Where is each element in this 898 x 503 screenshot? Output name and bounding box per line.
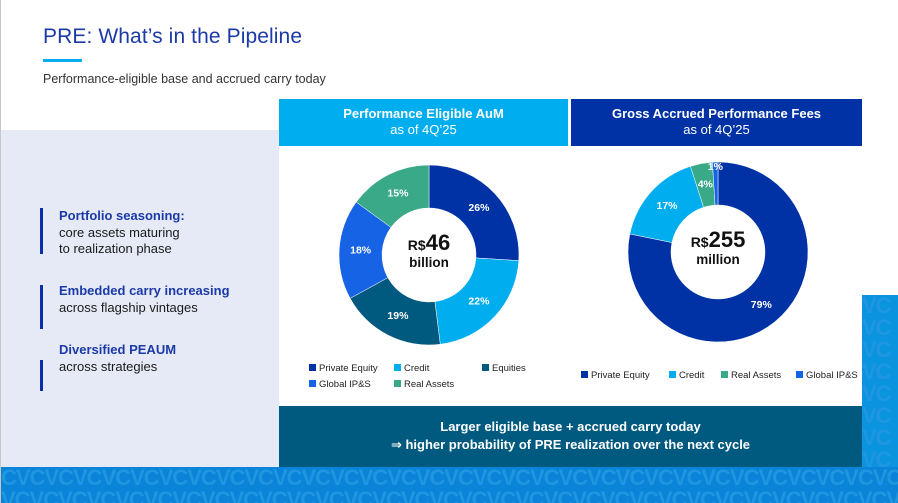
chart-title: Performance Eligible AuM <box>343 106 504 121</box>
key-point-heading: Embedded carry increasing <box>59 283 230 298</box>
legend-label: Real Assets <box>731 370 782 381</box>
slice-data-label: 26% <box>468 202 490 214</box>
donut-slice-real-assets <box>355 164 430 228</box>
legend-swatch <box>721 371 728 378</box>
conclusion-callout: Larger eligible base + accrued carry tod… <box>279 406 862 467</box>
legend-item-credit: Credit <box>394 363 429 374</box>
legend-item-real-assets: Real Assets <box>394 379 454 390</box>
accent-bar <box>40 360 43 391</box>
legend-label: Global IP&S <box>319 379 371 390</box>
center-value: 255 <box>708 227 746 252</box>
slice-data-label: 19% <box>387 310 409 322</box>
slide-title: PRE: What’s in the Pipeline <box>43 25 303 48</box>
donut-chart-eligible-aum: 26% 22% 19% 18% 15% <box>338 164 520 346</box>
legend-swatch <box>309 364 316 371</box>
key-point-heading: Portfolio seasoning: <box>59 208 185 223</box>
donut-chart-accrued-fees: 79% 17% 4% 1% <box>627 161 809 343</box>
accent-bar <box>40 285 43 329</box>
slice-data-label: 4% <box>698 178 714 190</box>
slice-data-label: 17% <box>656 200 678 212</box>
legend-swatch <box>482 364 489 371</box>
legend-item-private-equity: Private Equity <box>309 363 378 374</box>
donut-slice-private-equity <box>428 164 520 261</box>
legend-item-global-ips: Global IP&S <box>309 379 371 390</box>
slide-subtitle: Performance-eligible base and accrued ca… <box>43 72 326 86</box>
chart-title: Gross Accrued Performance Fees <box>611 106 822 121</box>
chart-header-accrued-fees: Gross Accrued Performance Fees as of 4Q’… <box>571 99 862 146</box>
legend-item-credit: Credit <box>669 370 704 381</box>
legend-item-global-ips: Global IP&S <box>796 370 858 381</box>
legend-item-equities: Equities <box>482 363 526 374</box>
key-point-heading: Diversified PEAUM <box>59 342 177 357</box>
key-points-panel <box>1 130 279 467</box>
legend-label: Real Assets <box>404 379 455 390</box>
brand-pattern-bottom: CVCVCVCVCVCVCVCVCVCVCVCVCVCVCVCVCVCVCVCV… <box>1 467 898 503</box>
slice-data-label: 22% <box>468 296 490 308</box>
center-unit: million <box>696 252 740 267</box>
donut-slice-private-equity <box>627 161 809 343</box>
slice-data-label: 1% <box>708 161 724 173</box>
legend-item-private-equity: Private Equity <box>581 370 650 381</box>
callout-line-1: Larger eligible base + accrued carry tod… <box>440 419 701 434</box>
slice-data-label: 15% <box>387 188 409 200</box>
key-point-text: to realization phase <box>59 241 172 256</box>
slice-data-label: 79% <box>751 299 773 311</box>
legend-swatch <box>394 380 401 387</box>
slide-border <box>0 0 1 503</box>
center-unit: billion <box>409 255 449 270</box>
donut-slice-global-ip-s <box>712 161 719 206</box>
legend-swatch <box>669 371 676 378</box>
key-point-text: core assets maturing <box>59 224 180 240</box>
chart-subtitle: as of 4Q’25 <box>683 122 750 137</box>
chart-subtitle: as of 4Q’25 <box>390 122 457 137</box>
legend-swatch <box>309 380 316 387</box>
title-underline <box>43 59 82 62</box>
key-point-text: across flagship vintages <box>59 299 198 315</box>
key-point-text: across strategies <box>59 358 158 374</box>
legend-swatch <box>796 371 803 378</box>
chart-header-eligible-aum: Performance Eligible AuM as of 4Q’25 <box>279 99 568 146</box>
legend-swatch <box>581 371 588 378</box>
center-value: 46 <box>425 230 451 255</box>
legend-label: Equities <box>492 363 526 374</box>
brand-pattern-right: VCVCVCVCVCVCVCVCVCVCVCVCVCVCVCVCVCVCVCVC <box>862 295 898 467</box>
accent-bar <box>40 208 43 254</box>
legend-label: Credit <box>404 363 430 374</box>
legend-label: Private Equity <box>591 370 650 381</box>
donut-center-label: R$46 billion <box>389 230 469 270</box>
legend-swatch <box>394 364 401 371</box>
legend-item-real-assets: Real Assets <box>721 370 781 381</box>
legend-label: Private Equity <box>319 363 378 374</box>
legend-label: Credit <box>679 370 705 381</box>
slice-data-label: 18% <box>350 244 372 256</box>
legend-label: Global IP&S <box>806 370 858 381</box>
donut-center-label: R$255 million <box>678 227 758 267</box>
currency-symbol: R$ <box>690 234 709 250</box>
callout-line-2: ⇒ higher probability of PRE realization … <box>390 437 751 452</box>
currency-symbol: R$ <box>407 237 426 253</box>
